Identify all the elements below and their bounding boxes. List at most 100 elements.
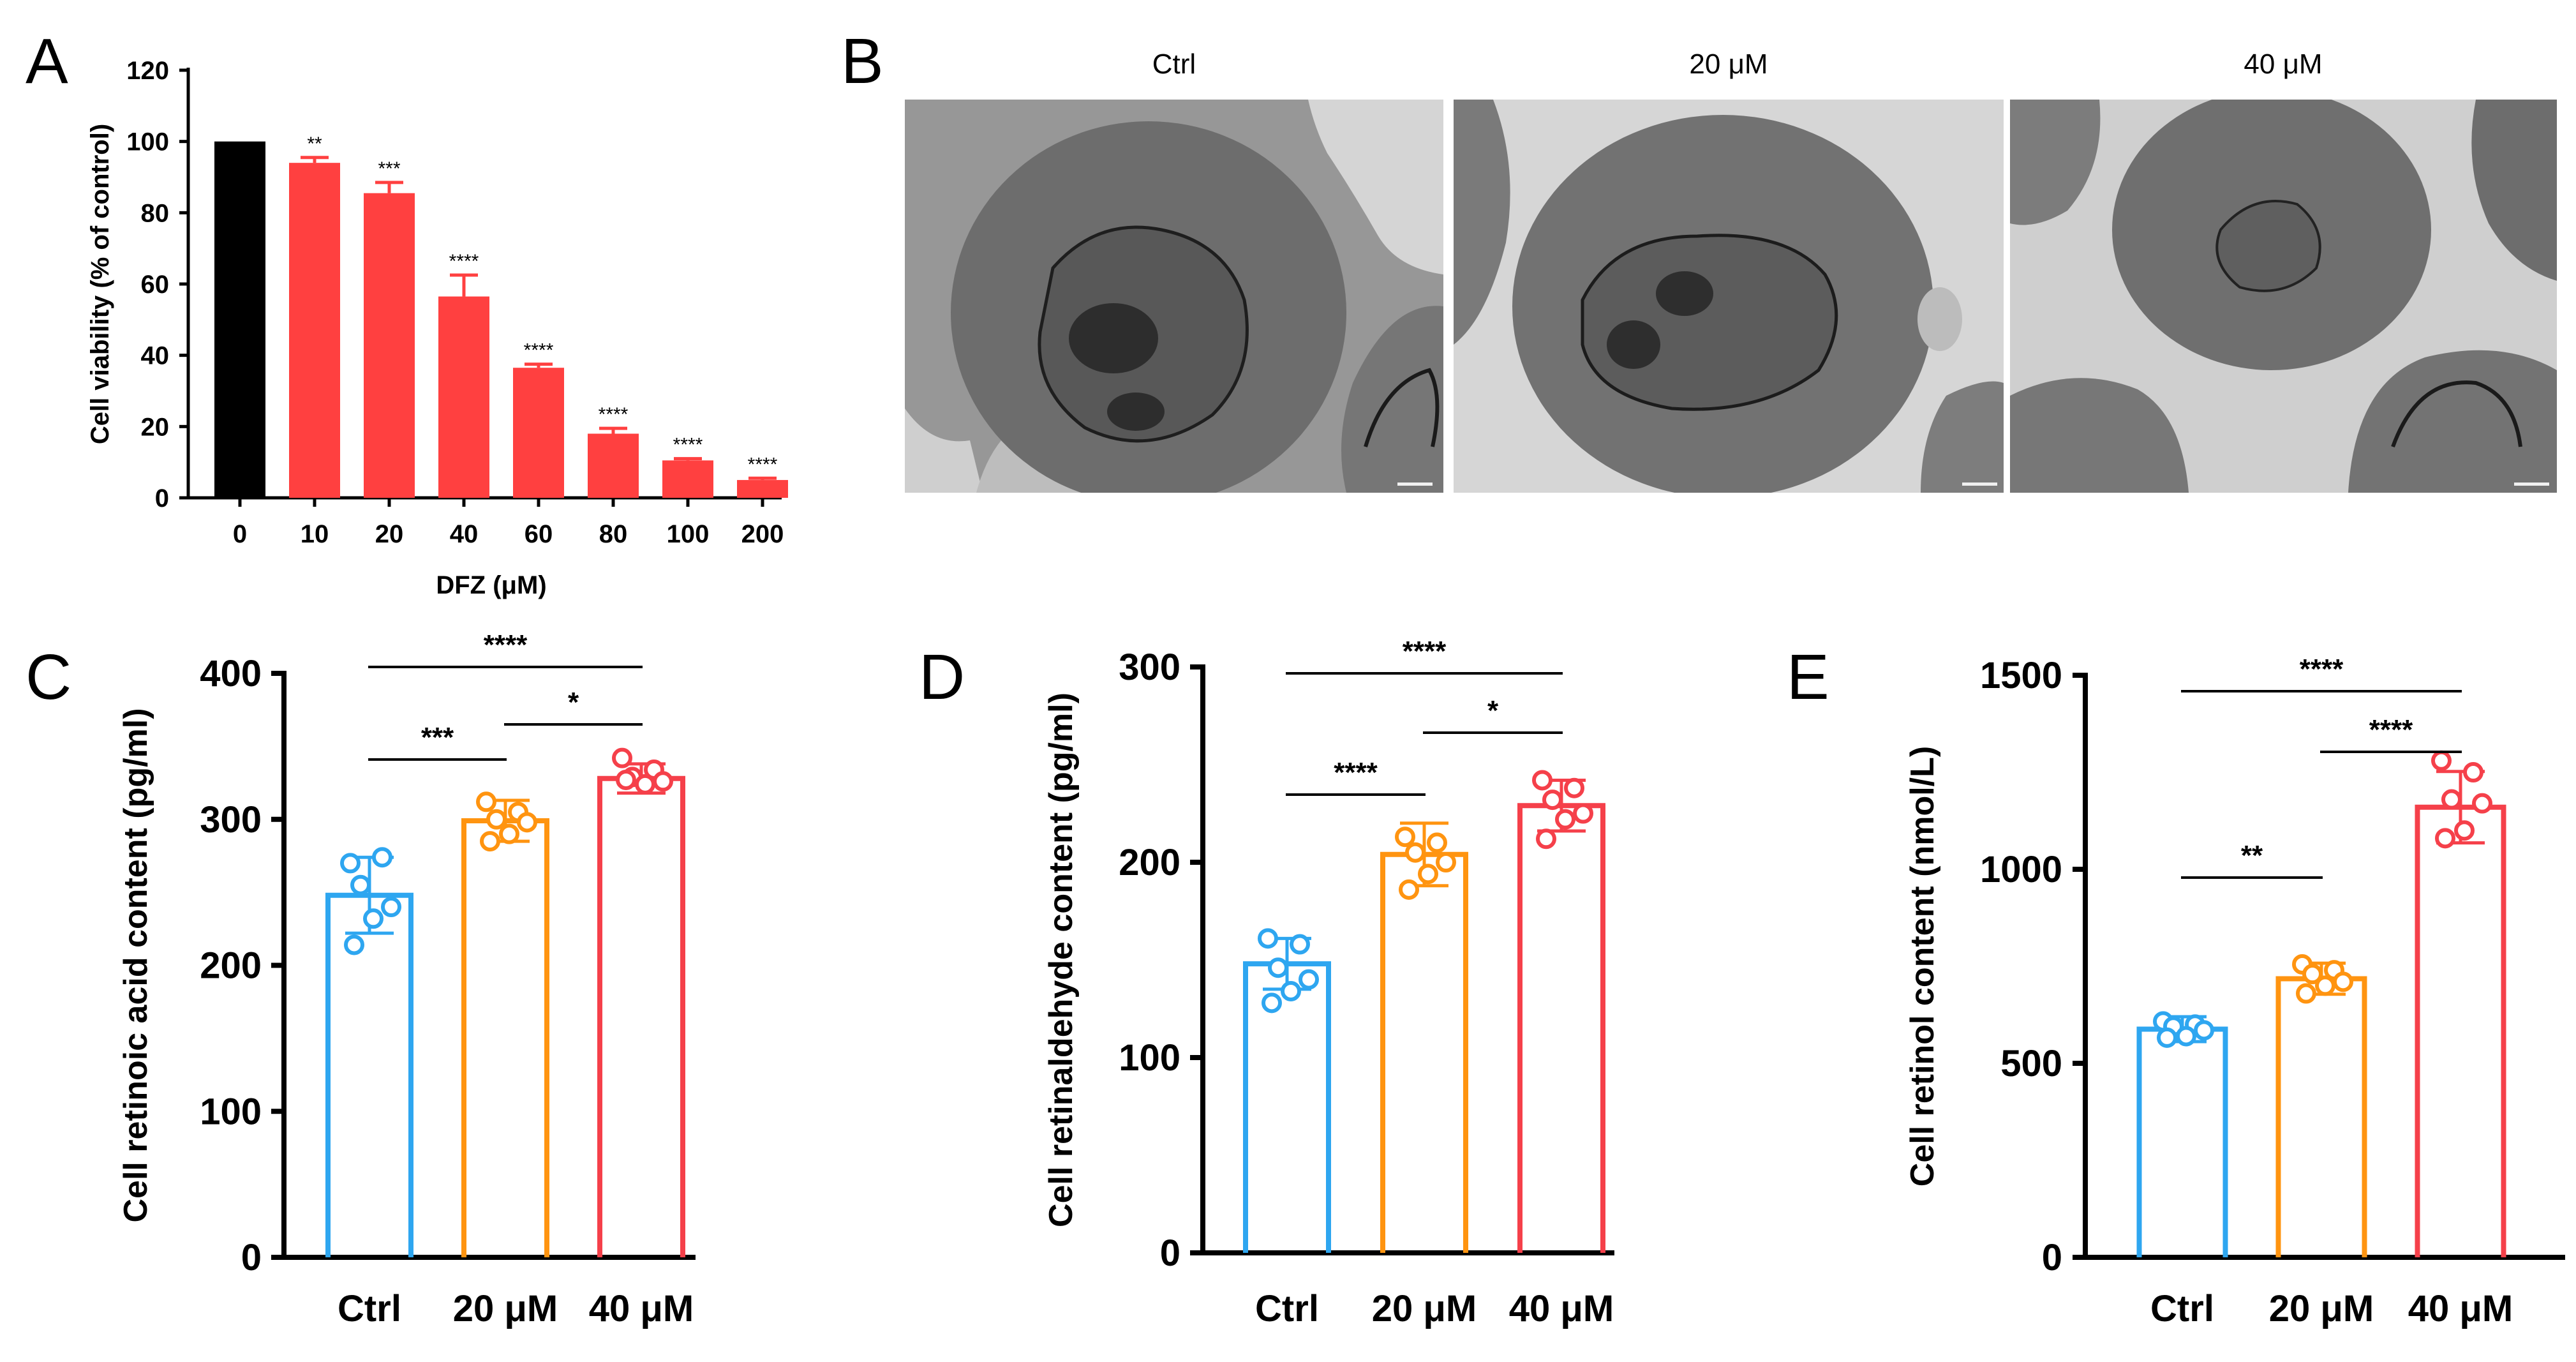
y-tick-label: 0 (155, 484, 169, 513)
y-tick-label: 400 (200, 653, 262, 694)
data-point (1418, 864, 1438, 885)
data-point (480, 831, 500, 852)
x-axis-label: DFZ (μM) (436, 571, 546, 599)
panel-label-e: E (1787, 641, 1829, 713)
em-label-20um: 20 μM (1689, 49, 1768, 80)
x-tick-label: Ctrl (1255, 1288, 1319, 1329)
bar-a-0 (214, 141, 265, 498)
y-tick-label: 100 (200, 1091, 262, 1132)
y-tick-label: 40 (141, 342, 170, 370)
data-point (2435, 828, 2455, 849)
bar-d-0 (1243, 961, 1331, 1253)
em-image-ctrl (905, 100, 1443, 493)
panel-label-a: A (26, 26, 68, 97)
data-point (1427, 832, 1447, 853)
bar-c-2 (597, 775, 685, 1257)
y-tick-label: 300 (200, 799, 262, 841)
x-tick-label: 20 μM (1372, 1288, 1477, 1329)
data-point (2194, 1020, 2214, 1041)
comparison-label: * (1487, 695, 1499, 726)
data-point (517, 812, 537, 833)
comparison-label: ** (2241, 840, 2263, 871)
x-tick-label: 40 μM (2408, 1288, 2513, 1329)
y-tick-label: 1000 (1980, 849, 2062, 890)
x-tick-label: 40 μM (1509, 1288, 1614, 1329)
significance-label: *** (378, 158, 400, 179)
y-tick-label: 100 (1119, 1037, 1180, 1079)
data-point (1542, 790, 1563, 811)
y-tick-label: 1500 (1980, 655, 2062, 696)
comparison-label: **** (1403, 636, 1447, 667)
significance-label: **** (673, 435, 703, 456)
chart-e: 0 500 1000 1500 Cell retinol content (nmol/L… (1904, 654, 2565, 1329)
data-point (363, 908, 383, 929)
data-point (1573, 803, 1593, 824)
x-tick-label: 40 (450, 520, 479, 548)
x-tick-label: 10 (301, 520, 329, 548)
data-point (340, 853, 361, 874)
data-point (1532, 770, 1552, 791)
data-point (1399, 879, 1419, 900)
y-tick-label: 500 (2000, 1043, 2062, 1084)
data-point (2157, 1027, 2177, 1048)
data-point (1290, 934, 1310, 955)
data-point (1258, 928, 1278, 949)
data-point (612, 747, 632, 768)
em-label-ctrl: Ctrl (1152, 49, 1196, 80)
comparison-label: **** (1334, 757, 1378, 788)
y-tick-label: 80 (141, 199, 170, 227)
data-point (2454, 820, 2475, 841)
data-point (2431, 750, 2452, 771)
y-tick-label: 120 (126, 57, 169, 85)
data-point (2315, 975, 2335, 996)
bar-a-3 (438, 296, 489, 498)
x-tick-label: 200 (741, 520, 784, 548)
data-point (1536, 828, 1556, 849)
data-point (635, 774, 655, 795)
bar-a-2 (364, 193, 415, 498)
significance-label: **** (748, 454, 778, 475)
data-point (1262, 992, 1282, 1014)
y-tick-label: 0 (1160, 1232, 1180, 1274)
data-point (1555, 809, 1575, 830)
comparison-label: **** (2369, 714, 2413, 745)
x-tick-label: 80 (599, 520, 628, 548)
bar-d-2 (1517, 803, 1605, 1253)
data-point (2441, 789, 2462, 810)
data-point (1564, 777, 1584, 798)
x-tick-label: 20 μM (2269, 1288, 2374, 1329)
bar-c-0 (325, 892, 413, 1257)
bar-a-4 (513, 368, 564, 498)
panel-label-b: B (841, 26, 884, 97)
x-tick-label: 60 (525, 520, 553, 548)
significance-label: **** (524, 340, 554, 361)
data-point (381, 897, 401, 917)
bar-a-7 (737, 480, 788, 498)
data-point (2176, 1026, 2196, 1047)
panel-label-d: D (919, 641, 965, 713)
data-point (1405, 842, 1426, 863)
data-point (653, 771, 673, 792)
comparison-label: *** (421, 722, 454, 753)
data-point (372, 847, 392, 868)
bar-c-1 (461, 818, 549, 1257)
x-tick-label: Ctrl (2150, 1288, 2214, 1329)
data-point (1436, 852, 1456, 872)
y-tick-label: 300 (1119, 647, 1180, 688)
chart-c: 0 100 200 300 400 Cell retinoic acid content … (117, 629, 696, 1329)
data-point (2333, 971, 2353, 992)
data-point (486, 809, 507, 830)
data-point (1281, 980, 1301, 1001)
bar-e-2 (2415, 804, 2506, 1257)
panel-label-c: C (26, 641, 71, 713)
em-label-40um: 40 μM (2244, 49, 2322, 80)
x-tick-label: 40 μM (589, 1288, 694, 1329)
y-tick-label: 60 (141, 271, 170, 299)
significance-label: **** (599, 404, 629, 425)
comparison-label: **** (2300, 654, 2344, 685)
x-tick-label: 0 (233, 520, 247, 548)
y-tick-label: 20 (141, 413, 170, 441)
y-axis-label: Cell retinol content (nmol/L) (1904, 746, 1941, 1186)
data-point (350, 874, 371, 895)
chart-d: 0 100 200 300 Cell retinaldehyde content (pg… (1043, 636, 1614, 1329)
